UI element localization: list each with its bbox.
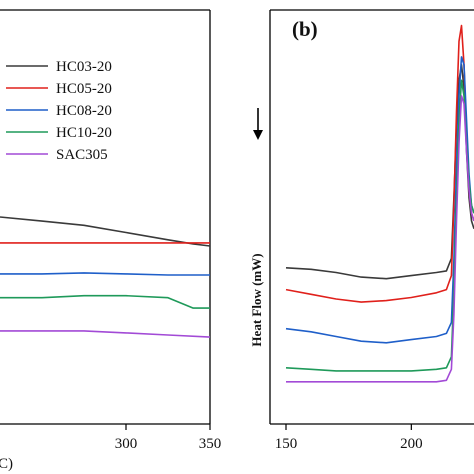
x-tick-label: 350 xyxy=(199,436,222,452)
series-line xyxy=(285,56,474,344)
panel-b-label: (b) xyxy=(292,17,318,41)
series-line xyxy=(286,95,474,383)
panel-b-series xyxy=(285,24,474,383)
panel-a-series xyxy=(0,216,211,338)
legend-label: HC08-20 xyxy=(56,103,112,119)
x-tick-label: 300 xyxy=(115,436,138,452)
legend-label: HC10-20 xyxy=(56,125,112,141)
series-line xyxy=(0,216,211,247)
panel-b-y-axis-title: Heat Flow (mW) xyxy=(249,253,264,346)
panel-a: 300 350 C) HC03-20 HC05-20 HC08-20 HC10-2… xyxy=(0,9,222,472)
x-tick-label: 200 xyxy=(400,436,423,452)
series-line xyxy=(0,330,211,338)
legend: HC03-20 HC05-20 HC08-20 HC10-20 SAC305 xyxy=(6,59,112,163)
legend-entry: SAC305 xyxy=(6,147,108,163)
x-tick-label: 150 xyxy=(275,436,298,452)
legend-entry: HC08-20 xyxy=(6,103,112,119)
series-line xyxy=(0,272,210,276)
series-line xyxy=(285,24,474,303)
legend-entry: HC05-20 xyxy=(6,81,112,97)
panel-a-x-ticks: 300 350 xyxy=(115,424,222,452)
legend-label: HC03-20 xyxy=(56,59,112,75)
legend-label: SAC305 xyxy=(56,147,108,163)
down-arrow-icon xyxy=(253,108,263,140)
legend-entry: HC10-20 xyxy=(6,125,112,141)
panel-a-x-axis-label: C) xyxy=(0,456,13,472)
series-line xyxy=(0,294,210,309)
panel-b-x-ticks: 150 200 xyxy=(275,424,423,452)
legend-entry: HC03-20 xyxy=(6,59,112,75)
series-line xyxy=(285,63,474,280)
panel-b: 150 200 (b) Heat Flow (mW) xyxy=(249,9,474,452)
series-line xyxy=(285,79,474,372)
legend-label: HC05-20 xyxy=(56,81,112,97)
